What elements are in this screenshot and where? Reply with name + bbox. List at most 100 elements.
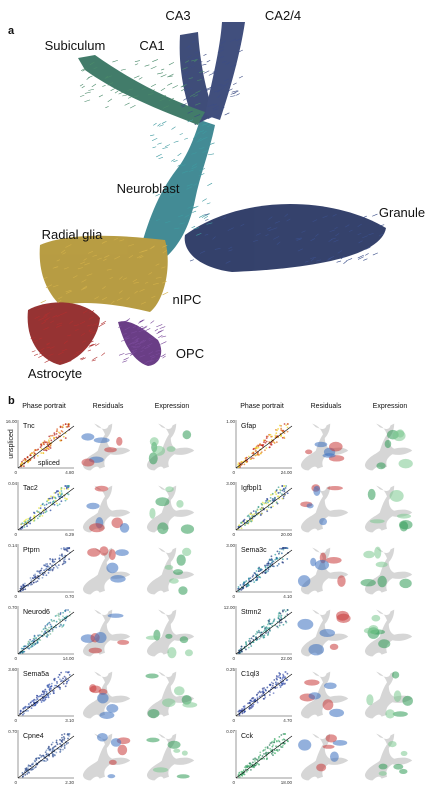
arrow [128,244,134,247]
arrow [160,341,167,345]
highlight-expression [164,564,174,570]
cell-point [279,488,281,491]
cell-point [26,456,29,459]
cell-point [286,426,289,429]
arrow [151,137,158,141]
mini-embedding-residuals [300,485,349,533]
cell-point [59,612,62,614]
cell-point [53,436,56,439]
cell-point [58,557,61,560]
arrow [155,276,162,279]
cell-point [256,762,259,765]
arrow [148,336,154,340]
gene-name: Igfbpl1 [241,485,262,492]
cell-point [49,501,52,504]
x-max-label: 0.70 [65,594,74,599]
cell-type-label: Astrocyte [28,366,82,381]
arrow [140,301,146,305]
cell-point [280,734,283,736]
highlight-residuals [106,562,119,574]
cell-point [272,505,274,508]
cell-point [32,581,35,584]
highlight-expression [377,575,387,588]
cell-point [263,753,265,755]
cell-point [49,693,52,695]
cell-point [269,433,272,436]
cell-point [262,630,265,633]
cell-point [243,711,246,714]
cell-point [283,436,286,439]
arrow [195,102,201,106]
gene-name: Tnc [23,423,35,430]
cell-point [37,570,39,573]
arrow [81,340,86,343]
column-header: Expression [373,403,408,410]
cell-point [282,733,285,735]
arrow [194,132,200,136]
arrow [93,67,98,69]
cell-point [284,676,287,678]
cell-point [57,493,60,496]
arrow [122,360,128,363]
arrow [160,74,167,78]
cell-point [60,671,63,674]
cell-point [55,614,58,617]
cell-point [54,499,57,502]
highlight-expression [392,711,408,717]
arrow [77,267,84,270]
arrow [266,227,272,230]
cell-point [54,745,57,748]
y-max-label: 0.14 [8,543,17,548]
arrow [57,360,63,363]
arrow [160,87,166,92]
arrow [151,356,156,359]
arrow [135,342,140,346]
cell-point [259,514,262,516]
cell-point [253,581,256,584]
highlight-expression [182,430,192,440]
cell-point [45,749,48,752]
cell-point [258,637,261,640]
cell-point [53,619,56,622]
arrow [161,266,166,269]
arrow [141,345,146,349]
arrow [186,87,193,90]
cell-point [246,585,249,587]
highlight-residuals [314,441,328,448]
arrow [187,119,194,123]
arrow [33,353,39,356]
cell-point [34,766,37,768]
cell-point [276,502,279,505]
gene-name: Cpne4 [23,733,44,740]
cell-point [267,501,269,504]
highlight-expression [374,546,382,559]
cell-point [38,695,41,698]
cell-point [56,680,58,683]
cell-point [51,630,54,633]
cell-point [270,555,273,558]
arrow [202,123,208,126]
cell-point [281,561,284,564]
arrow [168,73,174,77]
highlight-residuals [89,684,97,693]
arrow [109,277,113,279]
arrow [144,345,150,350]
arrow [188,169,194,173]
cell-point [243,706,246,709]
arrow [316,259,321,262]
arrow [140,350,144,353]
arrow [274,220,280,224]
cell-point [274,434,277,437]
arrow [107,82,114,86]
highlight-residuals [119,523,130,533]
cell-point [44,625,47,627]
cell-point [271,565,274,567]
arrow [81,279,87,283]
arrow [204,213,210,217]
arrow [379,224,385,227]
cell-point [65,549,68,552]
cell-point [252,765,255,768]
cell-point [59,738,61,741]
arrow [201,215,206,218]
cell-point [29,583,32,586]
